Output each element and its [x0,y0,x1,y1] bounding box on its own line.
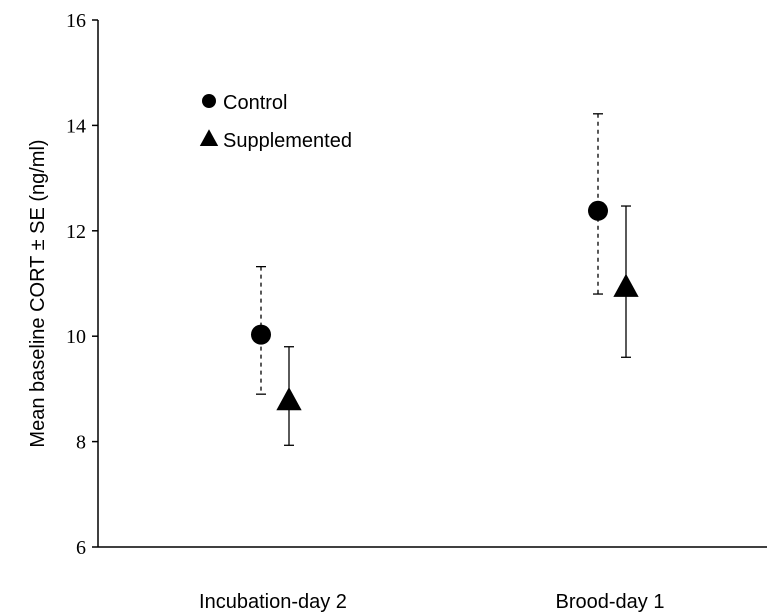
y-tick-label: 10 [66,326,86,348]
legend-control-label: Control [223,92,287,114]
axes [97,20,767,548]
legend: Control Supplemented [199,92,352,152]
supplemented-point [276,387,302,411]
x-category-label: Brood-day 1 [556,591,665,613]
y-tick-label: 14 [66,115,86,137]
y-tick-label: 8 [76,432,86,454]
x-category-label: Incubation-day 2 [199,591,347,613]
y-tick-label: 16 [66,10,86,32]
x-category-labels: Incubation-day 2 Brood-day 1 [199,591,664,613]
y-axis-title: Mean baseline CORT ± SE (ng/ml) [27,139,49,447]
y-tick-label: 12 [66,221,86,243]
control-point [588,200,608,221]
legend-supplemented-label: Supplemented [223,130,352,152]
legend-control-marker [202,94,216,108]
data-marks [251,113,639,446]
control-point [251,324,271,345]
y-tick-label: 6 [76,537,86,559]
y-ticks: 6 8 10 12 14 16 [66,10,98,559]
supplemented-point [613,273,639,297]
legend-supplemented-marker [199,129,219,147]
